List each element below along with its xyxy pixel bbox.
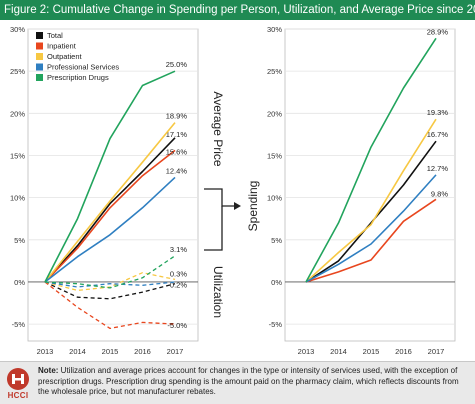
data-label-price_prof: 12.4% (166, 166, 188, 175)
left-y-tick-label: 20% (10, 109, 25, 118)
right-y-tick-label: 25% (267, 67, 282, 76)
left-x-tick-label: 2014 (69, 347, 86, 356)
series-line-price_inpatient (44, 149, 176, 283)
footer-note-bar: HCCI Note: Utilization and average price… (0, 361, 475, 404)
left-y-tick-label: 0% (14, 278, 25, 287)
data-label-util_rx: 3.1% (170, 245, 187, 254)
right-y-tick-label: -5% (269, 320, 283, 329)
data-label-util_outpatient: 0.3% (170, 269, 187, 278)
data-label-util_inpatient: -5.0% (167, 321, 187, 330)
note-text: Utilization and average prices account f… (38, 366, 459, 396)
series-line-spend_outpatient (305, 118, 437, 283)
left-y-tick-label: 5% (14, 236, 25, 245)
flow-diagram: Average Price Utilization Spending (204, 91, 260, 318)
series-line-spend_rx (305, 37, 437, 283)
left-x-tick-label: 2015 (102, 347, 119, 356)
legend-swatch (36, 42, 43, 50)
right-x-tick-label: 2015 (363, 347, 380, 356)
legend-entry: Inpatient (47, 42, 77, 51)
right-y-tick-label: 0% (271, 278, 282, 287)
legend-swatch (36, 63, 43, 71)
series-line-price_prof (44, 176, 176, 283)
right-x-tick-label: 2014 (330, 347, 347, 356)
left-x-tick-label: 2013 (37, 347, 54, 356)
series-line-util_outpatient (44, 272, 176, 292)
utilization-flow-label: Utilization (211, 266, 225, 318)
average-price-flow-label: Average Price (211, 91, 225, 166)
legend-swatch (36, 32, 43, 39)
data-label-price_inpatient: 15.6% (166, 147, 188, 156)
figure-title: Figure 2: Cumulative Change in Spending … (0, 0, 475, 20)
data-label-price_total: 17.1% (166, 130, 188, 139)
left-chart-panel: -5% 0% 5% 10% 15% 20% 25% 30% 2013 2014 2015 2016 20… (10, 25, 199, 356)
data-label-price_outpatient: 18.9% (166, 112, 188, 121)
data-label-price_rx: 25.0% (166, 60, 188, 69)
left-x-tick-label: 2017 (167, 347, 184, 356)
chart-canvas: -5% 0% 5% 10% 15% 20% 25% 30% 2013 2014 2015 2016 20… (10, 25, 456, 356)
data-label-spend_inpatient: 9.8% (431, 189, 448, 198)
right-y-tick-label: 30% (267, 25, 282, 34)
footnote: Note: Utilization and average prices acc… (38, 366, 470, 398)
left-y-tick-label: 10% (10, 194, 25, 203)
right-y-tick-label: 10% (267, 194, 282, 203)
series-line-spend_total (305, 140, 437, 283)
legend-swatch (36, 74, 43, 81)
series-line-util_prof (44, 281, 176, 288)
data-label-spend_rx: 28.9% (427, 27, 449, 36)
data-label-spend_total: 16.7% (427, 130, 449, 139)
data-label-util_total: -0.2% (167, 281, 187, 290)
legend-entry: Total (47, 31, 63, 40)
series-line-util_total (44, 281, 176, 300)
arrowhead-icon (234, 202, 241, 210)
right-x-tick-label: 2016 (395, 347, 412, 356)
series-line-util_inpatient (44, 281, 176, 330)
price-to-spending-arrow (204, 188, 234, 207)
series-line-spend_inpatient (305, 198, 437, 283)
series-line-price_rx (44, 70, 176, 283)
spending-flow-label: Spending (246, 181, 260, 232)
right-y-tick-label: 5% (271, 236, 282, 245)
hcci-logo-icon (7, 368, 29, 390)
legend-swatch (36, 53, 43, 60)
series-line-price_total (44, 137, 176, 283)
right-chart-panel: -5% 0% 5% 10% 15% 20% 25% 30% 2013 2014 2015 2016 20… (267, 25, 456, 356)
hcci-logo-text: HCCI (7, 391, 29, 400)
data-label-spend_prof: 12.7% (427, 164, 449, 173)
right-plot-frame (284, 28, 456, 342)
series-line-util_rx (44, 255, 176, 289)
right-y-tick-label: 20% (267, 109, 282, 118)
left-y-tick-label: -5% (12, 320, 26, 329)
data-label-spend_outpatient: 19.3% (427, 108, 449, 117)
legend-entry: Professional Services (47, 63, 119, 72)
left-x-tick-label: 2016 (134, 347, 151, 356)
left-y-tick-label: 25% (10, 67, 25, 76)
note-label: Note: (38, 366, 59, 375)
series-line-price_outpatient (44, 122, 176, 283)
utilization-to-spending-arrow (204, 206, 223, 251)
right-x-tick-label: 2013 (298, 347, 315, 356)
right-y-tick-label: 15% (267, 151, 282, 160)
left-y-tick-label: 15% (10, 151, 25, 160)
series-line-spend_prof (305, 174, 437, 283)
right-x-tick-label: 2017 (428, 347, 445, 356)
legend-entry: Prescription Drugs (47, 73, 109, 82)
legend-entry: Outpatient (47, 52, 83, 61)
left-y-tick-label: 30% (10, 25, 25, 34)
